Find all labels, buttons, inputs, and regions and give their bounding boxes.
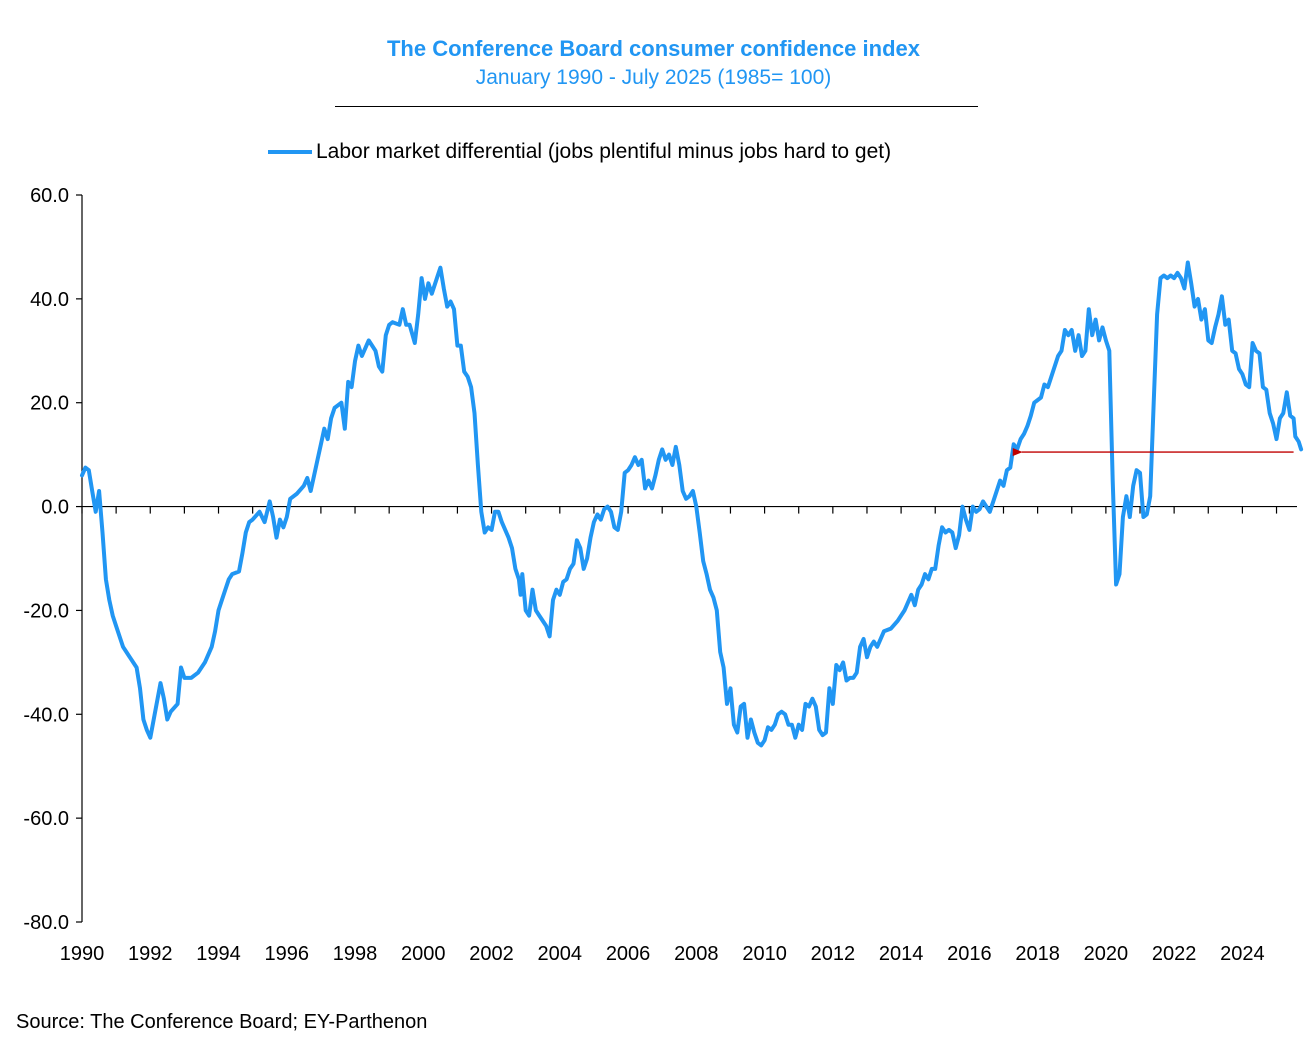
y-tick-label: 20.0 (30, 393, 69, 415)
source-note: Source: The Conference Board; EY-Parthen… (16, 1011, 428, 1033)
x-tick-label: 2002 (469, 943, 514, 965)
x-tick-label: 1990 (60, 943, 105, 965)
y-tick-label: -80.0 (23, 912, 69, 934)
x-tick-label: 2016 (947, 943, 992, 965)
y-tick-label: -20.0 (23, 600, 69, 622)
y-tick-label: 0.0 (41, 497, 69, 519)
legend-swatch (268, 150, 312, 154)
y-tick-label: 60.0 (30, 185, 69, 207)
y-tick-label: -60.0 (23, 808, 69, 830)
x-tick-label: 2014 (879, 943, 924, 965)
x-tick-label: 2024 (1220, 943, 1265, 965)
x-tick-label: 2022 (1152, 943, 1197, 965)
x-tick-label: 2004 (538, 943, 583, 965)
chart-title: The Conference Board consumer confidence… (386, 36, 920, 61)
legend: Labor market differential (jobs plentifu… (268, 140, 891, 164)
y-tick-label: -40.0 (23, 704, 69, 726)
series-line-labor-differential (80, 260, 1304, 748)
x-tick-label: 1994 (196, 943, 241, 965)
x-tick-label: 1992 (128, 943, 173, 965)
x-tick-label: 2020 (1084, 943, 1129, 965)
x-tick-label: 2000 (401, 943, 446, 965)
title-divider (335, 106, 978, 107)
x-tick-label: 1996 (265, 943, 310, 965)
x-tick-label: 2008 (674, 943, 719, 965)
x-tick-label: 2010 (742, 943, 787, 965)
x-tick-label: 2018 (1015, 943, 1060, 965)
line-chart: 60.0 40.0 20.0 0.0 -20.0 -40.0 -60.0 -80.0 1990 1… (23, 185, 1304, 965)
x-tick-label: 1998 (333, 943, 378, 965)
x-tick-label: 2006 (606, 943, 651, 965)
x-tick-label: 2012 (811, 943, 856, 965)
y-tick-label: 40.0 (30, 289, 69, 311)
legend-label: Labor market differential (jobs plentifu… (316, 140, 892, 163)
chart-subtitle: January 1990 - July 2025 (1985= 100) (475, 66, 832, 89)
